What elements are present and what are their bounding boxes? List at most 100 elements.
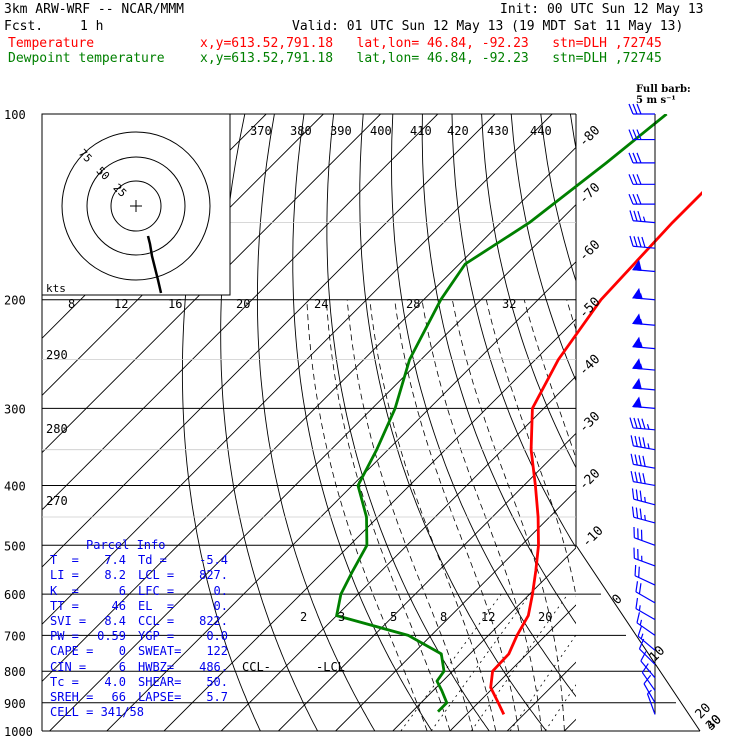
parcel-row: CAPE = 0 SWEAT= 122 [50, 644, 230, 659]
parcel-value: 0.0 [206, 629, 228, 644]
wind-barb-half [639, 293, 643, 299]
parcel-row: K = 6 LFC = 0. [50, 584, 230, 599]
moist-adiabat [451, 299, 565, 731]
parcel-cell: CELL = 341/58 [50, 705, 144, 720]
wind-barb [632, 259, 656, 273]
wind-barb-staff [643, 683, 656, 704]
isotherm [42, 114, 496, 568]
parcel-value: 5.7 [206, 689, 228, 704]
mixing-ratio-line [509, 634, 576, 731]
parcel-value: 0.59 [97, 629, 126, 644]
wind-barb-full [635, 597, 639, 609]
wind-barb-staff [641, 672, 656, 691]
parcel-key: CAPE = [50, 644, 94, 659]
wind-barb-full [636, 193, 642, 205]
moist-adiabat [485, 299, 576, 598]
dry-adiabat [659, 114, 740, 731]
hodograph-ring [61, 131, 211, 281]
sounding-profiles [335, 114, 702, 715]
wind-barb-full [634, 471, 638, 483]
hodograph-ring [86, 156, 186, 256]
wind-barb-half [644, 496, 646, 503]
wind-barb-full [641, 418, 646, 430]
wind-barb [628, 103, 655, 115]
parcel-row: TT = 46 EL = 0. [50, 599, 230, 614]
wind-barb-full [632, 103, 638, 115]
dry-adiabat [719, 114, 740, 731]
parcel-key: LI = [50, 568, 79, 583]
pressure-label: 1000 [4, 725, 33, 739]
wind-barb-full [628, 193, 634, 205]
parcel-value: 8.4 [104, 613, 126, 628]
wind-barb-half [639, 318, 643, 325]
dry-adiabat [600, 114, 740, 731]
parcel-value: 122 [206, 644, 228, 659]
wind-barb-full [638, 436, 642, 448]
parcel-info-title: Parcel Info [86, 538, 166, 552]
parcel-row: CIN = 6 HWBZ= 486. [50, 660, 230, 675]
wind-barb-full [637, 210, 642, 222]
wind-barb [628, 152, 655, 164]
wind-barb-staff [636, 622, 656, 636]
isotherm-label: -80 [576, 123, 603, 150]
wind-barb-full [634, 564, 637, 576]
wind-barb-full [640, 529, 643, 541]
mixing-ratio-line [591, 594, 681, 731]
parcel-value: 0. [213, 598, 228, 613]
wind-barb [634, 564, 656, 586]
theta-e-label: 370 [250, 124, 272, 138]
isotherm [42, 114, 381, 454]
parcel-key: Td = [138, 553, 167, 568]
wind-barb-half [639, 619, 643, 626]
isotherm-label: 0 [609, 592, 625, 608]
parcel-row: PW = 0.59 YGP = 0.0 [50, 629, 230, 644]
wind-barb [629, 235, 656, 249]
wind-barb [632, 287, 656, 301]
wind-barb-staff [633, 427, 656, 431]
wind-barb-full [639, 508, 643, 520]
wind-barb-full [630, 453, 634, 465]
parcel-key: SWEAT= [138, 644, 182, 659]
wind-barb-full [633, 236, 638, 247]
moist-adiabat [306, 299, 428, 731]
parcel-key: CIN = [50, 659, 87, 674]
dry-adiabat [689, 114, 740, 731]
model-title: 3km ARW-WRF -- NCAR/MMM [4, 2, 185, 17]
parcel-value: 486. [199, 659, 228, 674]
barb-legend-title: Full barb: [636, 84, 691, 95]
wind-barb-staff [633, 498, 656, 506]
isotherm [278, 432, 576, 731]
parcel-key: HWBZ= [138, 659, 175, 674]
dry-adiabat [510, 114, 576, 382]
wind-barb-full [632, 193, 638, 205]
wind-barb-full [633, 526, 635, 538]
parcel-key: T = [50, 553, 79, 568]
parcel-key: K = [50, 583, 79, 598]
location-info-dewpoint: x,y=613.52,791.18 lat,lon= 46.84, -92.23… [200, 51, 662, 66]
wind-barb-full [636, 612, 641, 623]
wind-barb-half [640, 633, 644, 639]
isotherm-label: -60 [576, 237, 603, 264]
isotherm [392, 547, 576, 731]
forecast-label: Fcst. [4, 19, 44, 34]
parcel-value: -5.4 [199, 553, 228, 568]
wind-barb-staff [639, 648, 656, 665]
wind-barb-half [641, 555, 643, 562]
wind-barb-full [641, 663, 649, 673]
isotherm [449, 604, 576, 731]
lcl-label: -LCL [316, 660, 345, 674]
wind-barb [628, 129, 655, 141]
parcel-info-panel: Parcel Info T = 7.4 Td = -5.4 LI = 8.2 LCL = 82… [50, 538, 230, 720]
pressure-label: 300 [4, 402, 26, 416]
parcel-row: LI = 8.2 LCL = 827. [50, 568, 230, 583]
wind-barb-half [639, 363, 643, 370]
legend-dewpoint: Dewpoint temperature [8, 51, 165, 66]
wind-barb [632, 396, 656, 409]
parcel-value: 6 [118, 659, 126, 674]
wind-barb [629, 417, 656, 431]
isobar-lines [41, 113, 701, 732]
mixing-ratio-line [544, 684, 576, 731]
parcel-key: TT = [50, 598, 79, 613]
theta-label: 290 [46, 348, 68, 362]
pressure-label: 600 [4, 588, 26, 602]
